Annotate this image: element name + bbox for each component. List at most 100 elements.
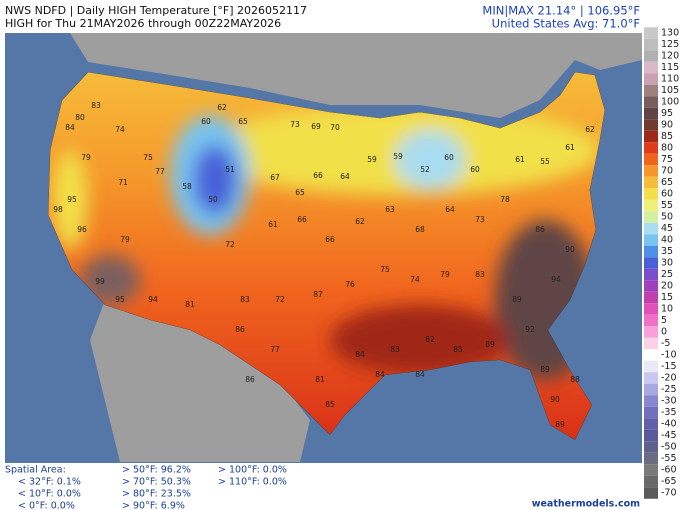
station-value: 78: [500, 195, 510, 204]
station-value: 64: [445, 205, 455, 214]
station-value: 94: [551, 275, 561, 284]
subtitle: HIGH for Thu 21MAY2026 through 00Z22MAY2…: [5, 17, 281, 30]
colorbar-swatch: [644, 176, 658, 189]
colorbar-swatch: [644, 199, 658, 212]
stat: > 70°F: 50.3%: [122, 477, 191, 488]
station-value: 94: [148, 295, 158, 304]
colorbar-label: -45: [661, 430, 677, 441]
colorbar-swatch: [644, 107, 658, 120]
colorbar-label: -50: [661, 442, 677, 453]
colorbar-label: 40: [661, 235, 673, 246]
station-value: 67: [270, 173, 280, 182]
station-value: 83: [240, 295, 250, 304]
station-value: 77: [155, 167, 165, 176]
colorbar-swatch: [644, 27, 658, 39]
colorbar-label: 70: [661, 166, 673, 177]
colorbar-swatch: [644, 314, 658, 327]
station-value: 90: [565, 245, 575, 254]
station-value: 69: [311, 122, 321, 131]
colorbar-swatch: [644, 406, 658, 419]
colorbar-label: 15: [661, 292, 673, 303]
colorbar-swatch: [644, 165, 658, 177]
colorbar-swatch: [644, 280, 658, 292]
colorbar-label: 125: [661, 39, 679, 50]
station-value: 61: [565, 143, 575, 152]
colorbar-swatch: [644, 326, 658, 338]
stat: > 90°F: 6.9%: [122, 501, 185, 510]
credit: weathermodels.com: [532, 499, 640, 510]
stat: < 10°F: 0.0%: [18, 489, 81, 500]
colorbar-swatch: [644, 50, 658, 62]
colorbar-swatch: [644, 222, 658, 235]
colorbar-label: 95: [661, 108, 673, 119]
station-value: 62: [217, 103, 227, 112]
colorbar-label: 5: [661, 315, 667, 326]
station-value: 83: [390, 345, 400, 354]
colorbar-swatch: [644, 303, 658, 315]
station-value: 96: [77, 225, 87, 234]
colorbar: 1301251201151101051009590858075706560555…: [644, 27, 679, 499]
station-value: 81: [185, 300, 195, 309]
station-value: 60: [201, 117, 211, 126]
station-value: 74: [115, 125, 125, 134]
colorbar-label: -10: [661, 350, 677, 361]
colorbar-swatch: [644, 61, 658, 74]
stat: > 80°F: 23.5%: [122, 489, 191, 500]
station-value: 55: [540, 157, 550, 166]
colorbar-label: 35: [661, 246, 673, 257]
station-value: 86: [245, 375, 255, 384]
colorbar-label: 25: [661, 269, 673, 280]
station-value: 81: [315, 375, 325, 384]
station-value: 75: [380, 265, 390, 274]
average: United States Avg: 71.0°F: [492, 17, 640, 31]
station-value: 77: [270, 345, 280, 354]
colorbar-swatch: [644, 130, 658, 143]
stat: > 100°F: 0.0%: [218, 465, 287, 476]
station-value: 85: [453, 345, 463, 354]
colorbar-label: -30: [661, 396, 677, 407]
station-value: 79: [120, 235, 130, 244]
colorbar-label: 65: [661, 177, 673, 188]
colorbar-swatch: [644, 337, 658, 350]
station-value: 82: [425, 335, 435, 344]
station-value: 73: [475, 215, 485, 224]
station-value: 51: [225, 165, 235, 174]
colorbar-label: -25: [661, 384, 677, 395]
colorbar-label: 55: [661, 200, 673, 211]
colorbar-swatch: [644, 383, 658, 396]
colorbar-swatch: [644, 234, 658, 246]
colorbar-swatch: [644, 73, 658, 85]
station-value: 52: [420, 165, 430, 174]
station-value: 60: [470, 165, 480, 174]
colorbar-swatch: [644, 360, 658, 373]
stat: > 50°F: 96.2%: [122, 465, 191, 476]
station-value: 83: [475, 270, 485, 279]
station-value: 89: [485, 340, 495, 349]
colorbar-swatch: [644, 452, 658, 465]
station-value: 89: [540, 365, 550, 374]
station-value: 89: [512, 295, 522, 304]
min-max: MIN|MAX 21.14° | 106.95°F: [482, 4, 640, 18]
station-value: 70: [330, 123, 340, 132]
station-value: 92: [525, 325, 535, 334]
colorbar-label: 115: [661, 62, 679, 73]
station-value: 79: [81, 153, 91, 162]
colorbar-swatch: [644, 38, 658, 51]
station-value: 84: [65, 123, 75, 132]
colorbar-label: 85: [661, 131, 673, 142]
colorbar-label: -5: [661, 338, 670, 349]
station-value: 61: [268, 220, 278, 229]
colorbar-swatch: [644, 395, 658, 407]
colorbar-label: 45: [661, 223, 673, 234]
station-value: 65: [238, 117, 248, 126]
colorbar-swatch: [644, 429, 658, 442]
station-value: 89: [555, 420, 565, 429]
stat: < 0°F: 0.0%: [18, 501, 75, 510]
station-value: 66: [297, 215, 307, 224]
colorbar-label: 10: [661, 304, 673, 315]
colorbar-swatch: [644, 291, 658, 304]
spatial-label: Spatial Area:: [5, 465, 66, 476]
title: NWS NDFD | Daily HIGH Temperature [°F] 2…: [5, 4, 307, 17]
colorbar-swatch: [644, 475, 658, 488]
